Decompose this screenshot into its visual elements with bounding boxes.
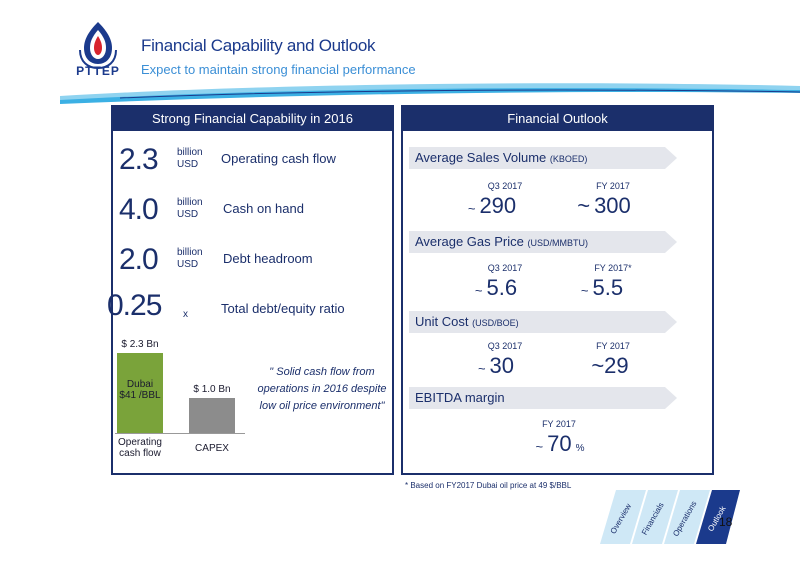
header-swoosh	[60, 83, 800, 104]
logo-text: PTTEP	[76, 64, 120, 78]
outlook-value: ~290	[467, 193, 517, 218]
metric-label: Cash on hand	[223, 201, 304, 216]
page-subtitle: Expect to maintain strong financial perf…	[141, 62, 416, 77]
footnote: * Based on FY2017 Dubai oil price at 49 …	[405, 481, 572, 490]
page-number: 18	[719, 515, 733, 529]
cashflow-quote: " Solid cash flow from operations in 201…	[257, 366, 387, 412]
metric-operating-cash-flow: 2.3 billion USD Operating cash flow	[113, 143, 392, 183]
page-title: Financial Capability and Outlook	[141, 36, 376, 55]
section-sales-volume: Average Sales Volume (KBOED)	[409, 147, 677, 169]
panel-heading: Financial Outlook	[403, 107, 712, 131]
section-unit: (KBOED)	[549, 154, 588, 164]
chart-baseline	[115, 433, 245, 434]
outlook-value: ~30	[477, 353, 515, 378]
section-unit: (USD/BOE)	[472, 318, 519, 328]
category-label-capex: CAPEX	[195, 443, 229, 454]
metric-unit: billion USD	[177, 147, 203, 170]
outlook-value: ~5.5	[580, 275, 624, 300]
nav-tab-operations[interactable]: Operations	[664, 490, 710, 544]
metric-unit: billion USD	[177, 247, 203, 270]
nav-tab-financials[interactable]: Financials	[632, 490, 678, 544]
metric-unit: billion USD	[177, 197, 203, 220]
metric-unit: x	[183, 309, 188, 320]
section-title: Average Sales Volume	[415, 150, 547, 165]
period-label: Q3 2017	[487, 263, 523, 273]
bar-operating-cash-flow	[117, 353, 163, 433]
outlook-value: ~29	[591, 353, 629, 378]
bar-inner-text: Dubai $41 /BBL	[119, 379, 161, 401]
outlook-value: ~300	[577, 193, 631, 218]
metric-label: Debt headroom	[223, 251, 313, 266]
outlook-value: ~70%	[535, 431, 585, 456]
section-title: Average Gas Price	[415, 234, 524, 249]
period-label: Q3 2017	[487, 341, 523, 351]
financial-capability-panel: Strong Financial Capability in 2016 2.3 …	[107, 105, 394, 475]
metric-debt-equity-ratio: 0.25 x Total debt/equity ratio	[107, 289, 392, 329]
metric-label: Total debt/equity ratio	[221, 301, 345, 316]
section-gas-price: Average Gas Price (USD/MMBTU)	[409, 231, 677, 253]
section-title: Unit Cost	[415, 314, 469, 329]
section-nav: Overview Financials Operations Outlook	[600, 490, 740, 544]
section-unit-cost: Unit Cost (USD/BOE)	[409, 311, 677, 333]
metric-value: 2.0	[119, 243, 159, 276]
period-label: FY 2017	[596, 181, 630, 191]
period-label: FY 2017	[542, 419, 576, 429]
bar-capex	[189, 398, 235, 433]
period-label: FY 2017	[596, 341, 630, 351]
metric-value: 0.25	[107, 289, 162, 322]
metric-debt-headroom: 2.0 billion USD Debt headroom	[113, 243, 392, 283]
section-unit: (USD/MMBTU)	[527, 238, 589, 248]
metric-value: 4.0	[119, 193, 159, 226]
metric-cash-on-hand: 4.0 billion USD Cash on hand	[113, 193, 392, 233]
data-label-capex: $ 1.0 Bn	[193, 384, 231, 396]
metric-label: Operating cash flow	[221, 151, 336, 166]
nav-tab-outlook[interactable]: Outlook	[696, 490, 740, 544]
panel-heading: Strong Financial Capability in 2016	[113, 107, 392, 131]
metric-value: 2.3	[119, 143, 159, 176]
pttep-logo-icon	[79, 22, 117, 70]
section-ebitda-margin: EBITDA margin	[409, 387, 677, 409]
financial-outlook-panel: Financial Outlook Average Sales Volume (…	[401, 105, 714, 475]
section-title: EBITDA margin	[415, 390, 505, 405]
period-label: Q3 2017	[487, 181, 523, 191]
period-label: FY 2017*	[594, 263, 632, 273]
outlook-value: ~5.6	[474, 275, 518, 300]
data-label-operating-cash-flow: $ 2.3 Bn	[121, 339, 159, 350]
category-label-operating-cash-flow: Operating cash flow	[118, 437, 162, 459]
nav-tab-overview[interactable]: Overview	[600, 490, 646, 544]
